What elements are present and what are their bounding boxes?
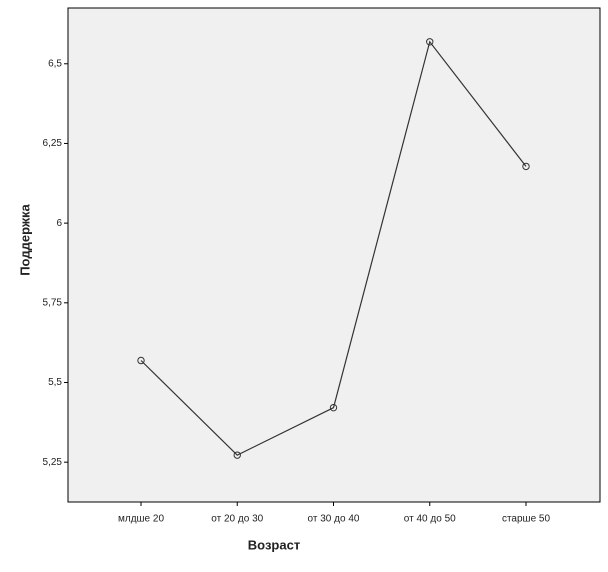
y-tick-label: 6,25 [43, 138, 63, 149]
x-tick-label: млдше 20 [118, 514, 164, 525]
line [140, 40, 527, 456]
y-tick-label: 6,5 [48, 58, 62, 69]
plot-area [67, 7, 601, 503]
marker [426, 38, 434, 46]
x-tick-label: от 20 до 30 [211, 514, 263, 525]
x-tick-label: от 30 до 40 [308, 514, 360, 525]
marker [233, 451, 241, 459]
y-tick-label: 5,5 [48, 377, 62, 388]
y-tick-label: 5,25 [43, 457, 63, 468]
x-axis-title: Возраст [248, 537, 300, 552]
x-tick-label: старше 50 [502, 514, 551, 525]
x-tick-label: от 40 до 50 [404, 514, 456, 525]
marker [329, 403, 338, 412]
y-tick-label: 5,75 [43, 297, 63, 308]
marker [522, 162, 530, 171]
y-tick-label: 6 [56, 218, 62, 229]
marker [137, 356, 145, 365]
y-axis-title: Поддержка [17, 203, 32, 275]
